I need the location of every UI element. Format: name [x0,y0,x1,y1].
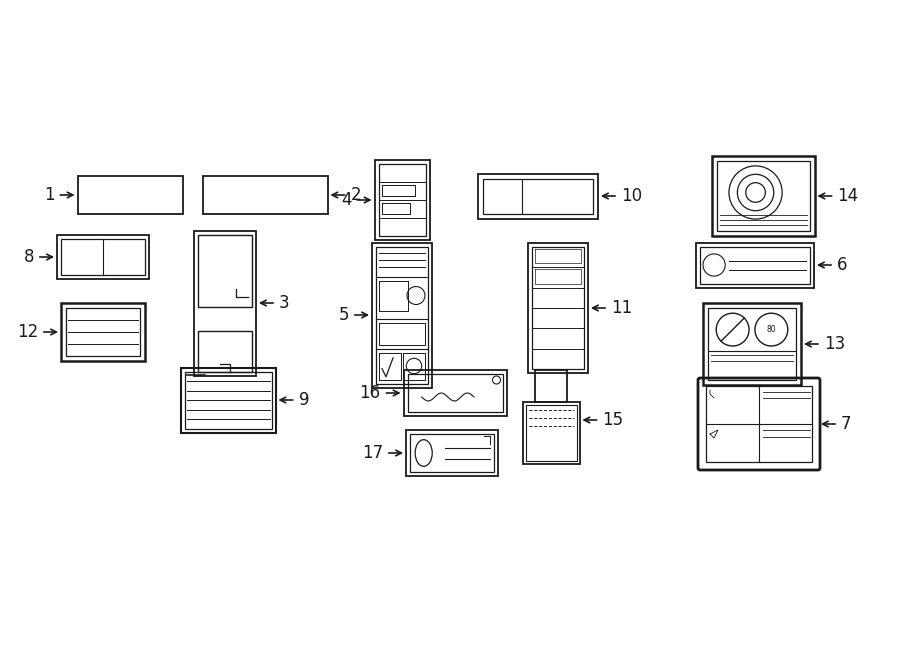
Bar [372,243,432,387]
Text: 80: 80 [767,325,776,334]
Bar [379,164,426,236]
Text: 6: 6 [837,256,848,274]
Bar [523,402,580,464]
Bar [696,243,814,288]
Bar [483,178,593,214]
Bar [532,247,584,369]
Text: 3: 3 [279,294,290,312]
Bar [57,235,149,279]
Text: 11: 11 [611,299,632,317]
Text: 1: 1 [44,186,55,204]
Bar [706,386,812,462]
Bar [716,161,809,231]
Bar [181,368,275,432]
Bar [406,430,498,476]
Text: 15: 15 [602,411,624,429]
Text: 8: 8 [23,248,34,266]
Bar [202,176,328,214]
Text: 7: 7 [841,415,851,433]
Bar [478,173,598,219]
Bar [61,239,145,275]
Text: 5: 5 [338,306,349,324]
Bar [184,371,272,428]
Bar [703,303,801,385]
Text: 14: 14 [838,187,859,205]
Bar [528,243,588,373]
Bar [374,160,429,240]
Text: 2: 2 [350,186,361,204]
Bar [61,303,145,361]
Bar [536,370,567,402]
Bar [712,156,814,236]
Text: 10: 10 [621,187,642,205]
Text: 12: 12 [17,323,38,341]
Text: 17: 17 [362,444,383,462]
Bar [77,176,183,214]
Text: 9: 9 [299,391,309,409]
Bar [198,235,252,307]
Bar [410,434,494,472]
Bar [403,370,507,416]
Text: 13: 13 [824,335,845,353]
Text: 4: 4 [341,191,352,209]
Bar [700,247,810,284]
Bar [66,308,140,356]
Bar [194,231,256,375]
Bar [526,405,577,461]
Bar [198,331,252,371]
Bar [708,308,796,380]
Text: 16: 16 [359,384,381,402]
Bar [376,247,428,383]
Bar [408,374,502,412]
